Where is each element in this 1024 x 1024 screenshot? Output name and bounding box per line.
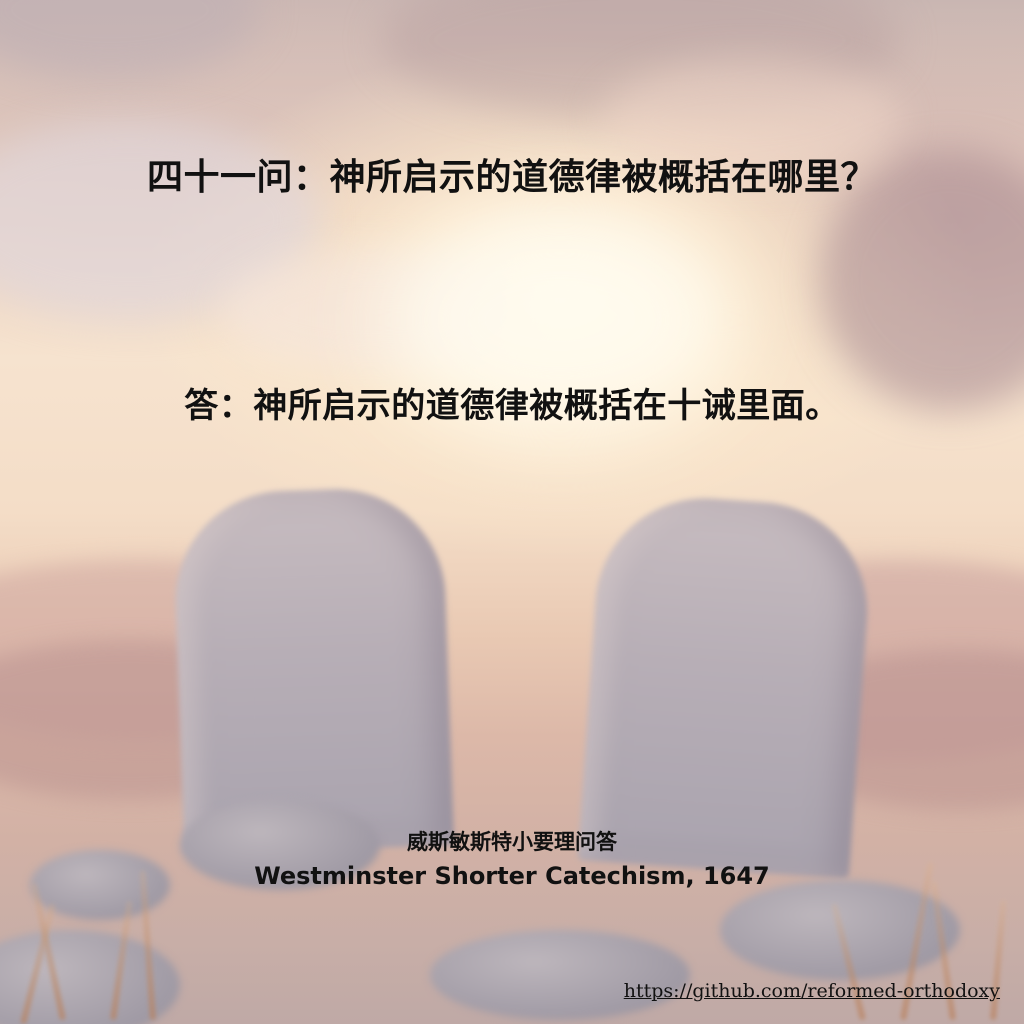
github-link[interactable]: https://github.com/reformed-orthodoxy [623, 980, 1000, 1002]
cloud [600, 60, 900, 180]
stone-tablet-left [171, 485, 455, 855]
source-title-english: Westminster Shorter Catechism, 1647 [254, 862, 770, 890]
cloud [820, 150, 1024, 410]
source-title-chinese: 威斯敏斯特小要理问答 [407, 830, 617, 854]
catechism-question: 四十一问：神所启示的道德律被概括在哪里？ [146, 157, 877, 198]
catechism-answer: 答：神所启示的道德律被概括在十诫里面。 [184, 386, 840, 426]
cloud [0, 0, 260, 80]
stone-tablet-right [577, 490, 875, 880]
rock [180, 800, 380, 890]
rock [430, 930, 690, 1020]
sun-glow [380, 200, 740, 440]
grass-blade [990, 900, 1007, 1021]
